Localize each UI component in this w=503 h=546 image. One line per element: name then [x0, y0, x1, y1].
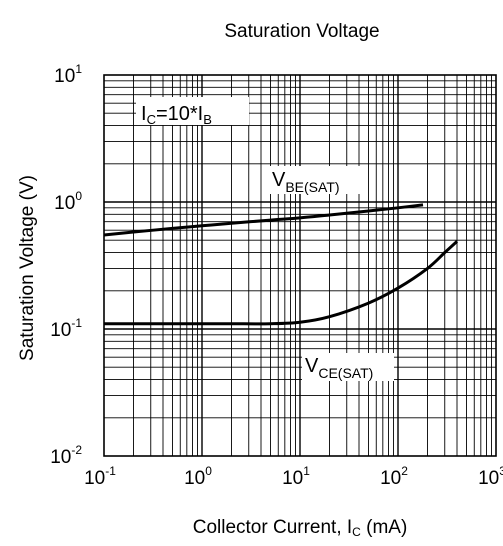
condition-label: IC=10*IB — [141, 103, 212, 127]
vbe-label-main: V — [272, 169, 286, 191]
vce-label-main: V — [305, 355, 319, 377]
plot-frame — [103, 74, 497, 457]
vbe-sat-curve — [103, 203, 424, 237]
vce-label: VCE(SAT) — [305, 355, 373, 381]
y-tick-labels: 10-2 10-1 100 101 — [50, 62, 82, 468]
vce-sat-curve — [104, 240, 459, 326]
x-tick-labels: 10-1 100 101 102 103 — [84, 464, 503, 489]
y-tick-label: 10-1 — [50, 316, 82, 341]
condition-ic-sub: C — [147, 112, 156, 127]
condition-ic: I — [141, 103, 147, 125]
x-tick-label: 100 — [184, 464, 212, 489]
y-tick-label: 101 — [54, 62, 82, 87]
x-axis-label-main: Collector Current, I — [193, 517, 352, 538]
vbe-label-box — [270, 166, 364, 194]
x-axis-label-sub: C — [352, 525, 361, 539]
y-axis-label: Saturation Voltage (V) — [17, 175, 38, 361]
x-axis-label: Collector Current, IC (mA) — [193, 517, 408, 539]
x-tick-label: 101 — [282, 464, 310, 489]
vbe-label: VBE(SAT) — [272, 169, 340, 195]
y-tick-label: 100 — [54, 189, 82, 214]
vbe-label-sub: BE(SAT) — [285, 179, 339, 195]
x-axis-label-unit: (mA) — [361, 517, 407, 538]
condition-mid: =10*I — [156, 103, 203, 125]
vce-label-sub: CE(SAT) — [318, 365, 373, 381]
x-tick-label: 103 — [478, 464, 503, 489]
chart-title: Saturation Voltage — [224, 21, 379, 42]
series-group — [103, 203, 459, 326]
x-tick-label: 102 — [380, 464, 408, 489]
condition-label-box — [136, 97, 249, 125]
y-tick-label: 10-2 — [50, 443, 82, 468]
grid — [104, 75, 496, 456]
condition-ib-sub: B — [203, 112, 212, 127]
vce-label-box — [302, 353, 394, 381]
x-tick-label: 10-1 — [84, 464, 116, 489]
